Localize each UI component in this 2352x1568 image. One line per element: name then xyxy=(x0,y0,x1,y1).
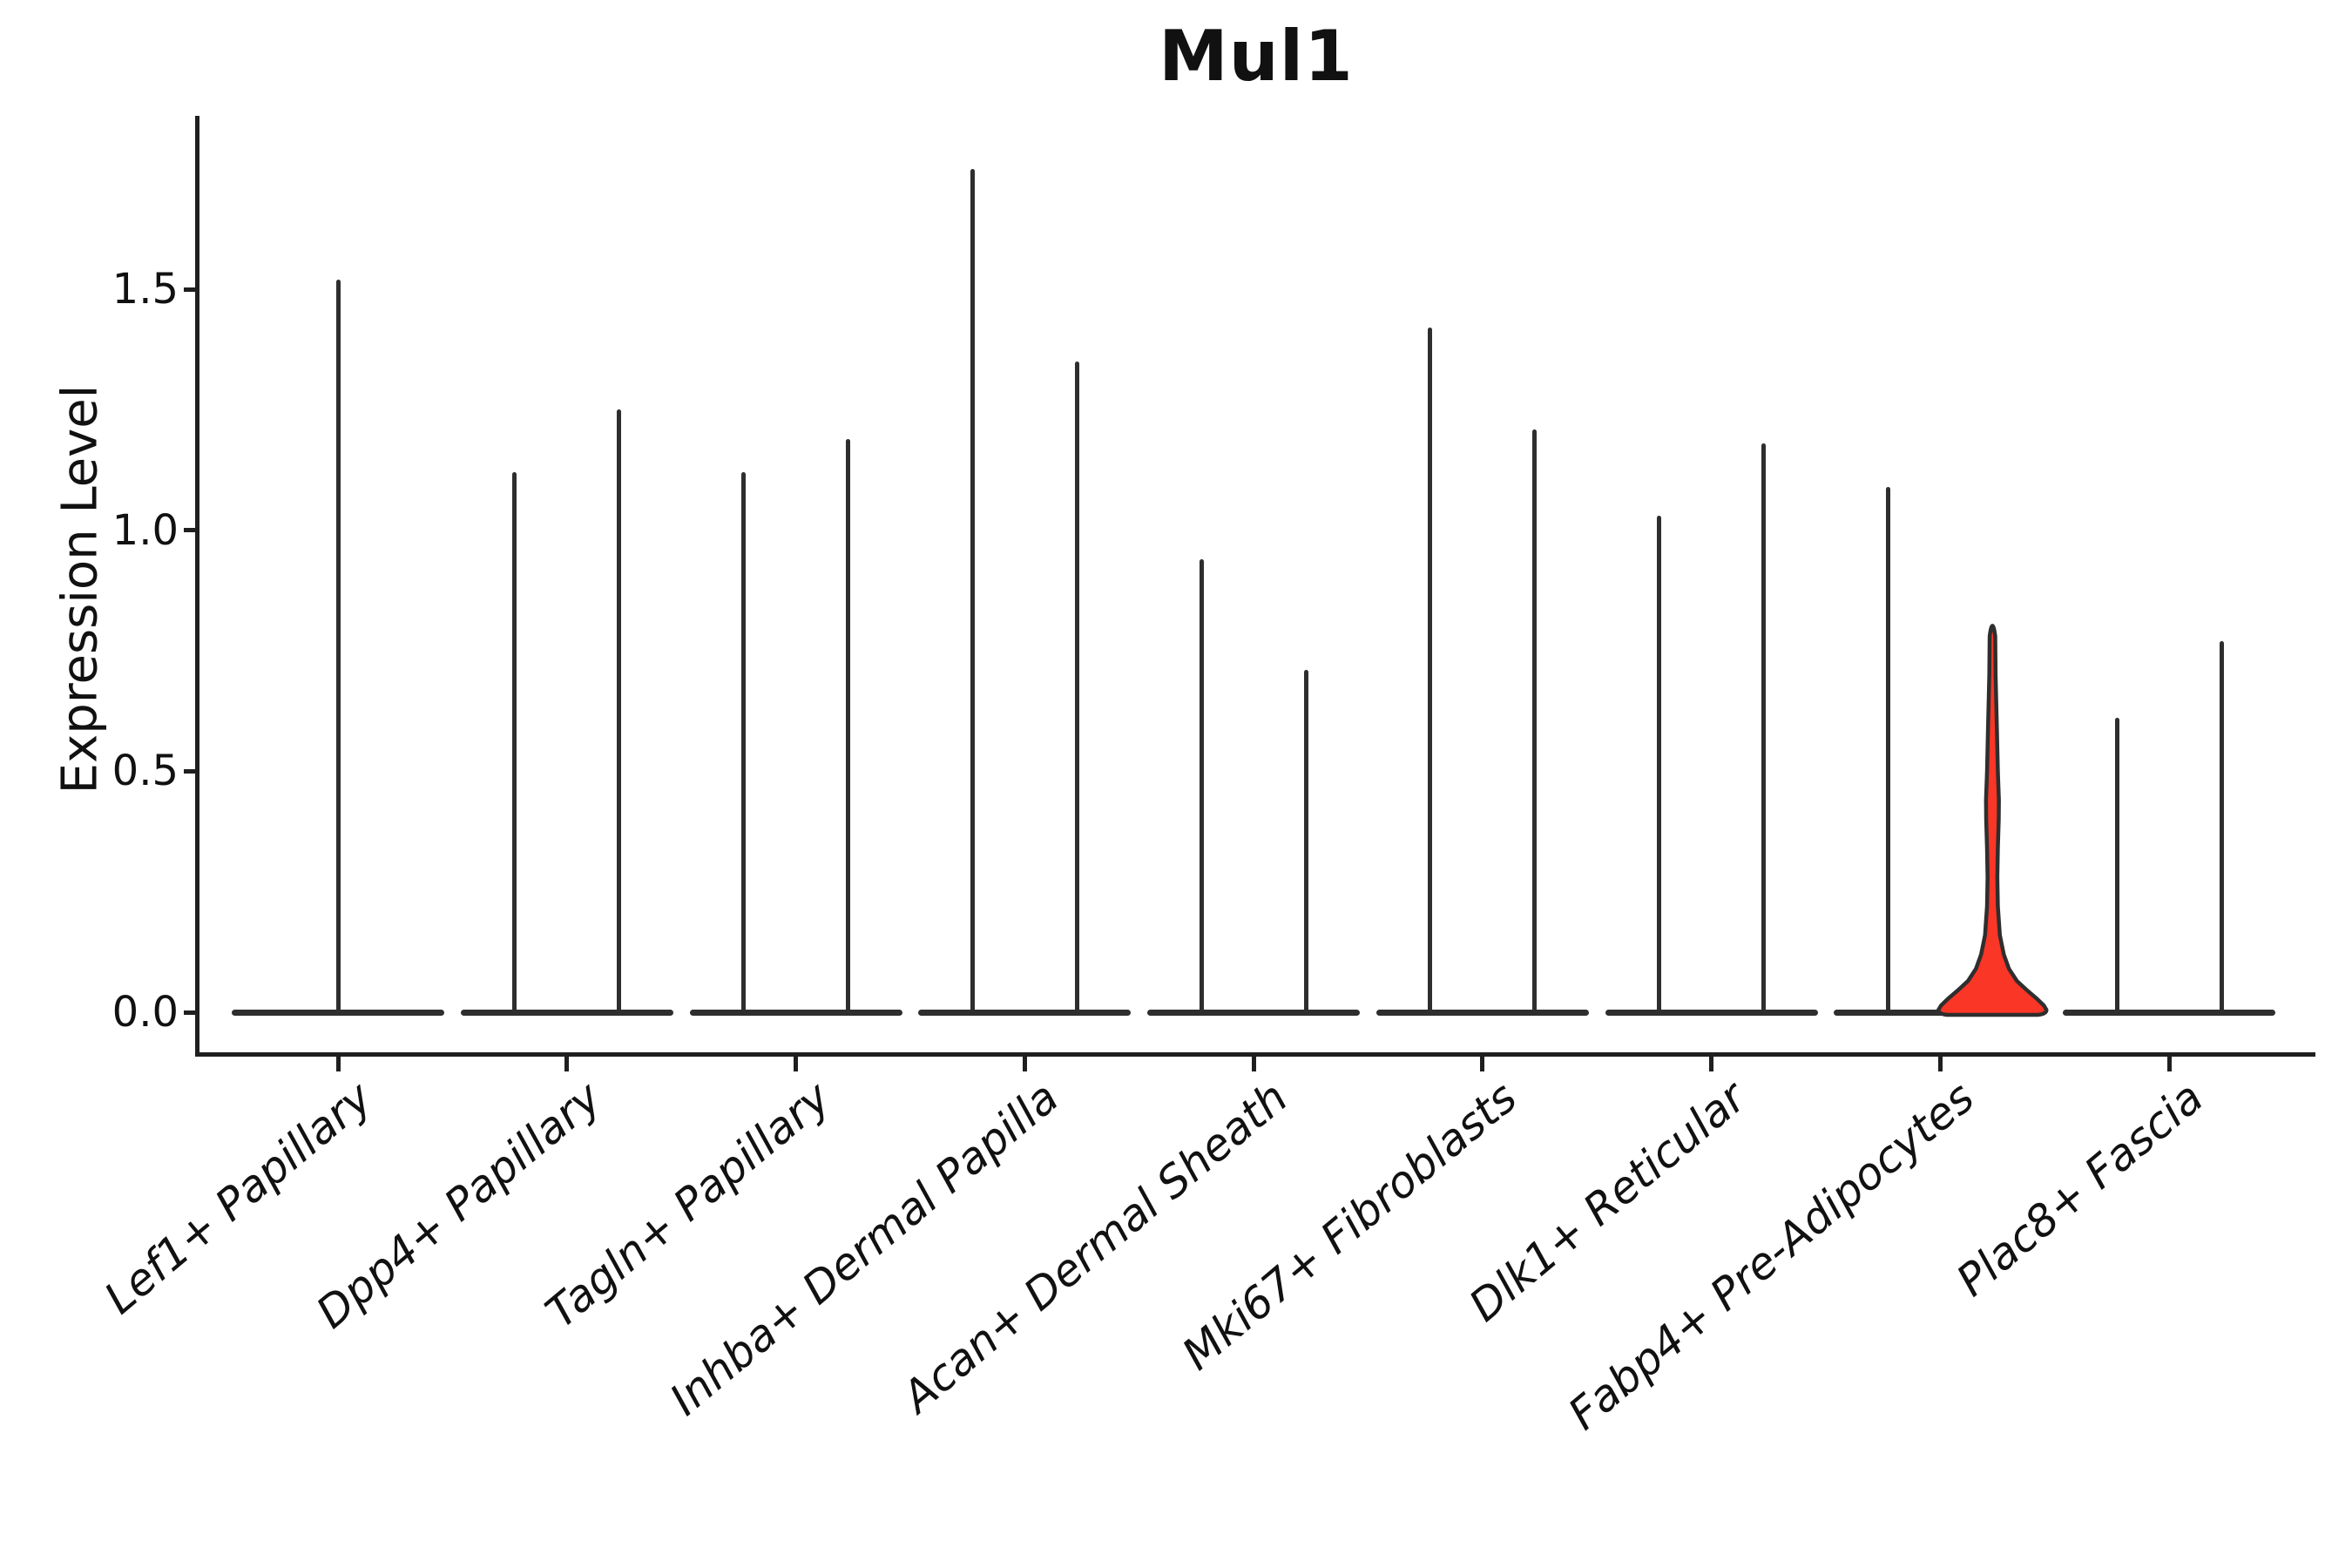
violin-spike xyxy=(1428,328,1433,1015)
violin-spike xyxy=(2219,640,2224,1015)
x-tick-mark xyxy=(1251,1057,1256,1071)
violin-baseline xyxy=(460,1009,673,1016)
y-tick-label: 1.0 xyxy=(112,505,179,555)
violin-spike xyxy=(741,472,746,1015)
violin-baseline xyxy=(689,1009,902,1016)
violin-spike xyxy=(1657,516,1661,1015)
y-tick-mark xyxy=(184,1010,198,1015)
x-tick-mark xyxy=(335,1057,341,1071)
y-axis-spine xyxy=(195,116,199,1057)
violin-baseline xyxy=(2063,1009,2275,1016)
y-tick-label: 1.5 xyxy=(112,265,179,314)
violin-baseline xyxy=(1605,1009,1818,1016)
violin-spike xyxy=(617,409,622,1015)
violin-baseline xyxy=(1834,1009,1948,1016)
y-tick-label: 0.5 xyxy=(112,747,179,796)
y-tick-mark xyxy=(184,287,198,292)
violin-spike xyxy=(1199,558,1204,1015)
x-tick-mark xyxy=(2166,1057,2172,1071)
violin-baseline xyxy=(1147,1009,1360,1016)
x-tick-mark xyxy=(1937,1057,1943,1071)
violin-spike xyxy=(2114,718,2119,1015)
violin-spike xyxy=(1885,486,1890,1015)
violin-spike xyxy=(1532,429,1538,1015)
x-tick-mark xyxy=(794,1057,798,1071)
violin-spike xyxy=(1074,362,1079,1015)
violin-spike xyxy=(512,472,517,1015)
x-axis-spine xyxy=(195,1052,2315,1057)
highlighted-violin xyxy=(1936,624,2049,1017)
chart-title: Mul1 xyxy=(1159,16,1354,97)
violin-spike xyxy=(335,279,341,1015)
y-tick-label: 0.0 xyxy=(112,988,179,1037)
x-tick-mark xyxy=(1022,1057,1027,1071)
x-tick-mark xyxy=(1480,1057,1485,1071)
x-tick-mark xyxy=(564,1057,570,1071)
violin-baseline xyxy=(1375,1009,1589,1016)
violin-spike xyxy=(846,438,850,1015)
x-tick-mark xyxy=(1709,1057,1713,1071)
y-tick-mark xyxy=(184,528,198,533)
violin-spike xyxy=(1761,443,1766,1015)
violin-spike xyxy=(1303,670,1308,1015)
y-tick-mark xyxy=(184,768,198,774)
violin-baseline xyxy=(918,1009,1132,1016)
violin-spike xyxy=(970,168,975,1015)
